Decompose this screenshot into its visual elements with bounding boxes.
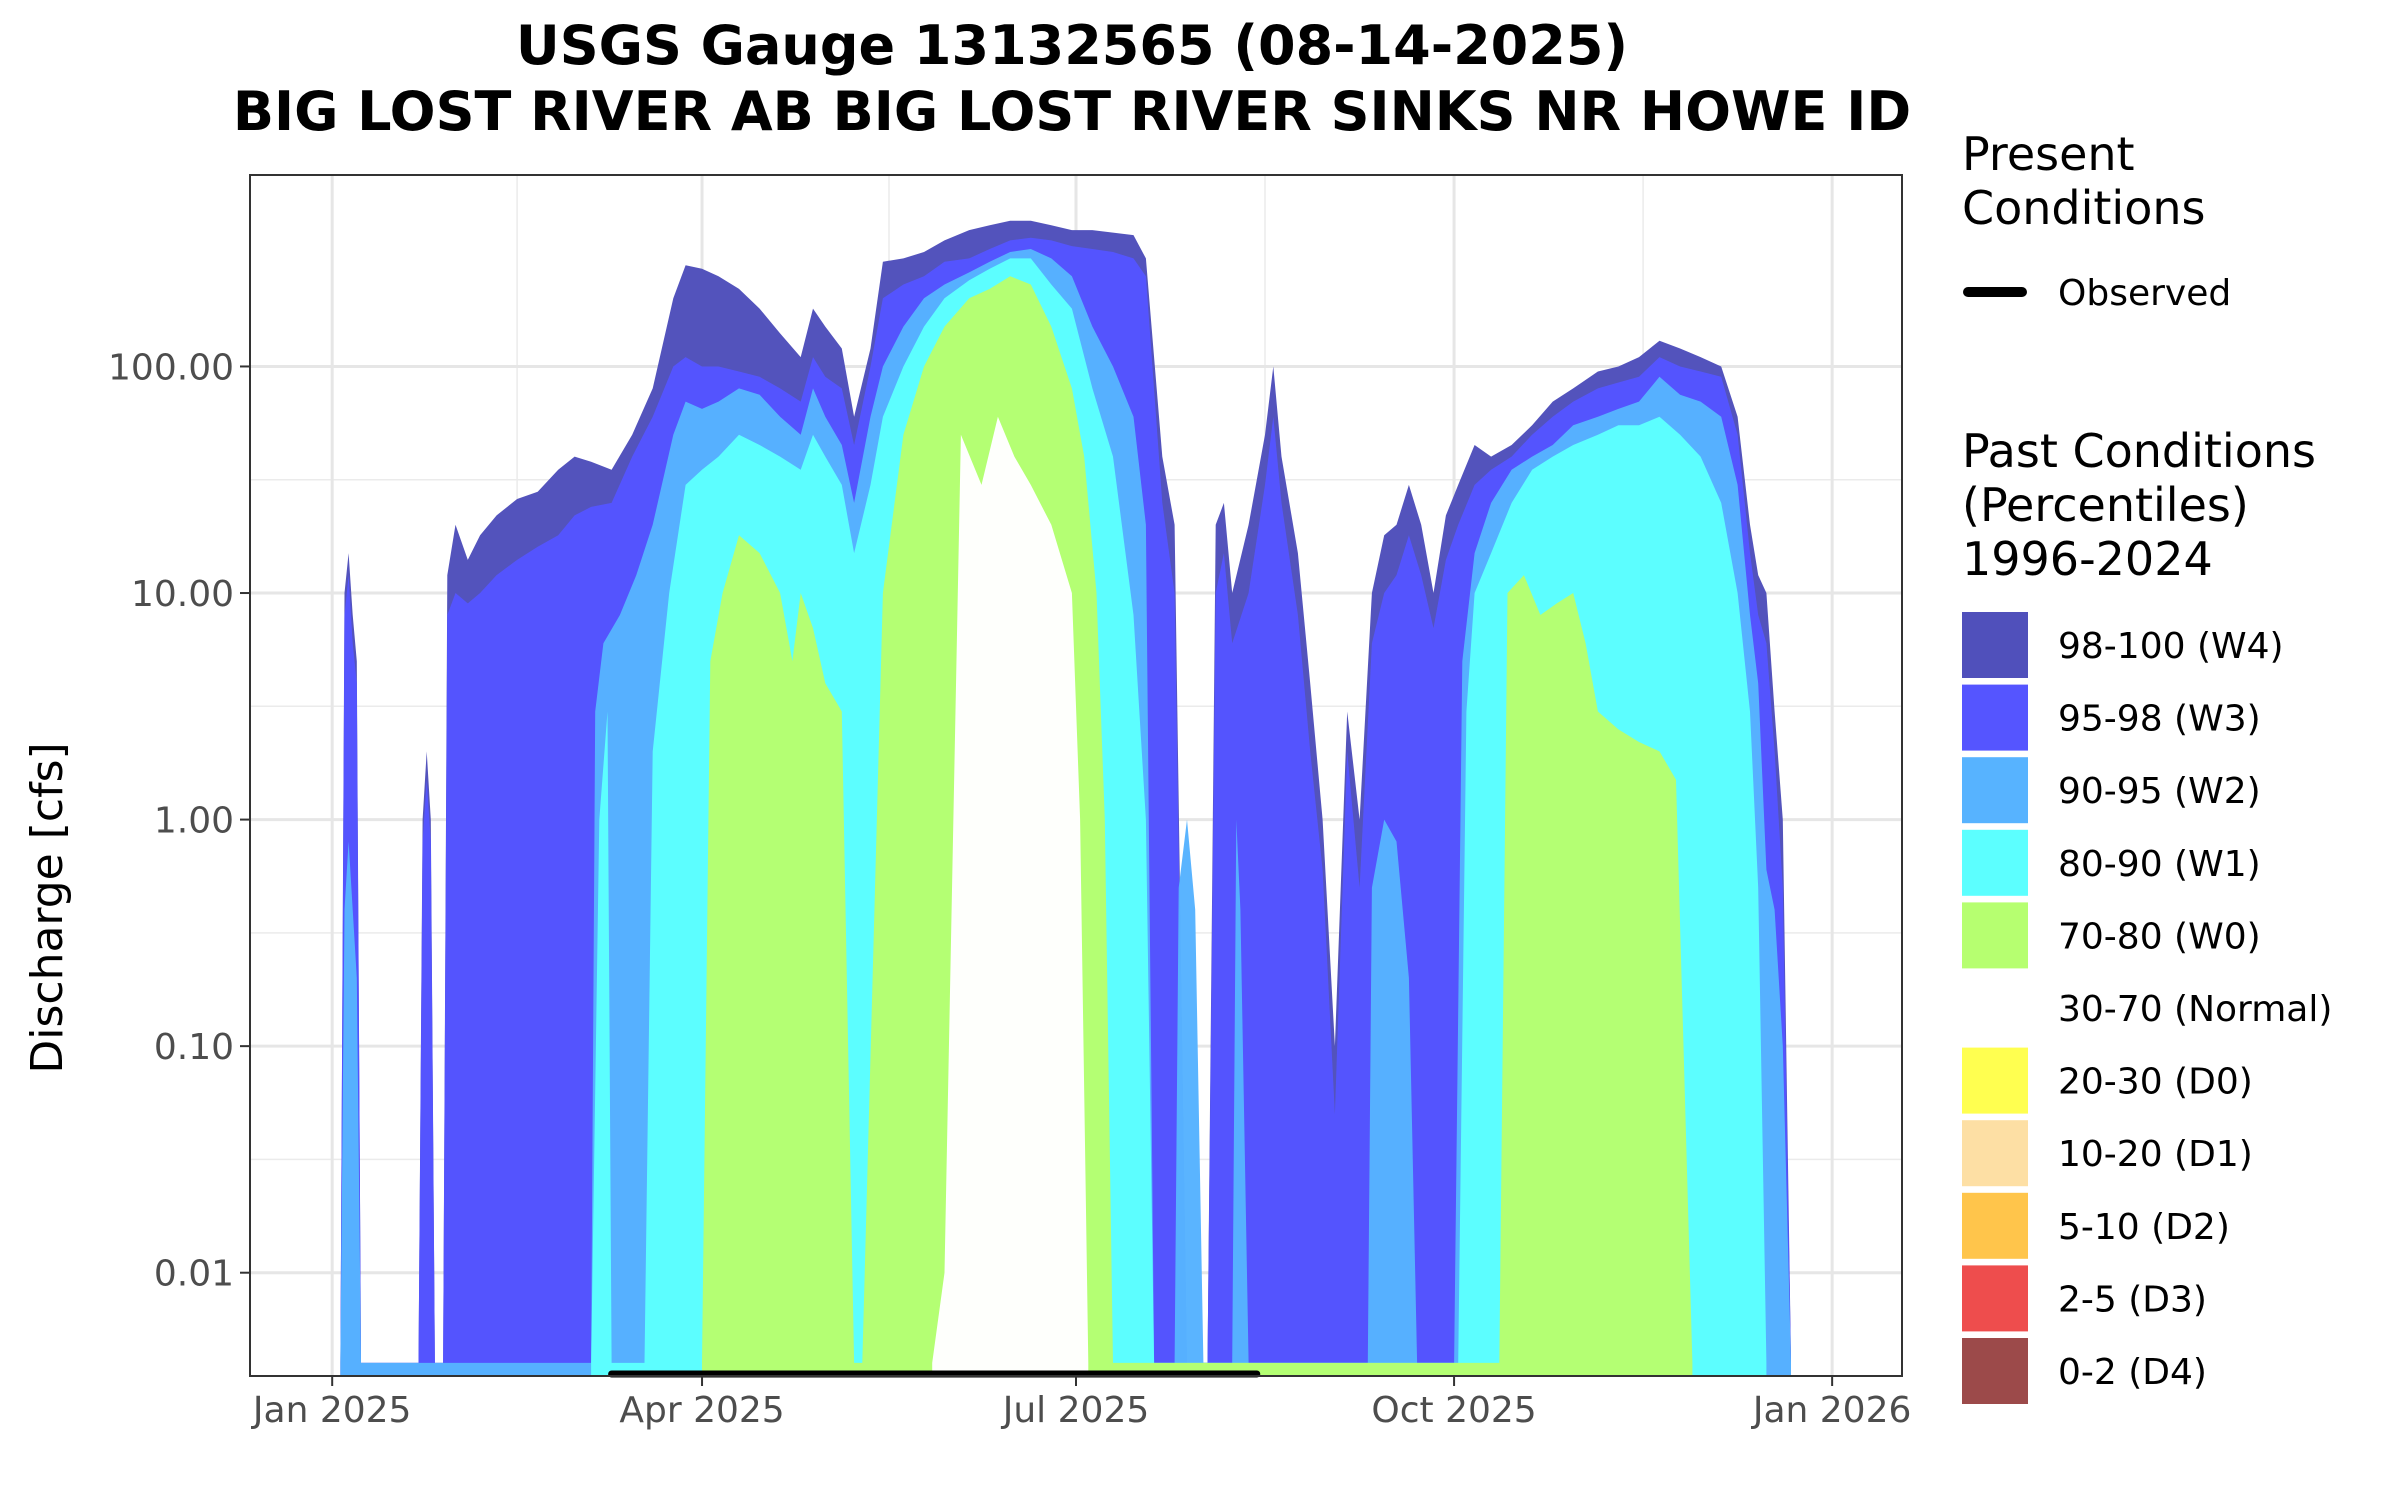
plot-area: 0.01 0.10 1.00 10.00 100.00 Jan 2025 Apr 2025 J…	[108, 174, 1912, 1431]
legend-label-95-98-w3: 95-98 (W3)	[2058, 699, 2261, 740]
legend-label-98-100-w4: 98-100 (W4)	[2058, 626, 2284, 667]
y-tick-label: 1.00	[154, 801, 234, 842]
x-tick-label: Jan 2026	[1751, 1390, 1912, 1431]
x-tick-label: Oct 2025	[1371, 1390, 1536, 1431]
y-tick-label: 0.10	[154, 1027, 234, 1068]
legend-swatch-20-30-d0	[1962, 1047, 2028, 1114]
legend-swatch-10-20-d1	[1962, 1120, 2028, 1187]
legend-label-90-95-w2: 90-95 (W2)	[2058, 771, 2261, 812]
legend-label-80-90-w1: 80-90 (W1)	[2058, 844, 2261, 885]
legend-present-title: Present	[1962, 127, 2135, 181]
x-tick-label: Apr 2025	[619, 1390, 784, 1431]
legend-swatch-80-90-w1	[1962, 829, 2028, 896]
legend-label-10-20-d1: 10-20 (D1)	[2058, 1134, 2253, 1175]
legend-swatch-30-70-normal	[1962, 975, 2028, 1041]
legend-label-30-70-normal: 30-70 (Normal)	[2058, 989, 2332, 1030]
legend-observed-label: Observed	[2058, 273, 2231, 314]
legend-swatch-90-95-w2	[1962, 757, 2028, 824]
y-axis-title: Discharge [cfs]	[22, 742, 73, 1073]
legend-swatch-0-2-d4	[1962, 1338, 2028, 1404]
legend-swatch-70-80-w0	[1962, 902, 2028, 969]
y-tick-label: 0.01	[154, 1254, 234, 1295]
chart-title: USGS Gauge 13132565 (08-14-2025)	[516, 14, 1628, 77]
x-tick-label: Jan 2025	[251, 1390, 412, 1431]
legend-label-2-5-d3: 2-5 (D3)	[2058, 1279, 2207, 1320]
legend-label-0-2-d4: 0-2 (D4)	[2058, 1352, 2207, 1393]
legend-swatch-95-98-w3	[1962, 684, 2028, 751]
legend-swatch-98-100-w4	[1962, 612, 2028, 678]
legend-label-70-80-w0: 70-80 (W0)	[2058, 916, 2261, 957]
y-tick-label: 10.00	[131, 574, 234, 615]
y-tick-label: 100.00	[108, 347, 234, 388]
legend-swatch-2-5-d3	[1962, 1265, 2028, 1332]
legend-past-title: 1996-2024	[1962, 532, 2213, 586]
band-30-70-normal	[932, 416, 1089, 1376]
legend-present-title: Conditions	[1962, 181, 2205, 235]
x-tick-label: Jul 2025	[1001, 1390, 1150, 1431]
legend-swatch-5-10-d2	[1962, 1192, 2028, 1259]
legend-past-title: (Percentiles)	[1962, 478, 2249, 532]
legend-past-title: Past Conditions	[1962, 424, 2316, 478]
chart-subtitle: BIG LOST RIVER AB BIG LOST RIVER SINKS N…	[233, 80, 1911, 143]
legend-label-20-30-d0: 20-30 (D0)	[2058, 1062, 2253, 1103]
legend-label-5-10-d2: 5-10 (D2)	[2058, 1207, 2230, 1248]
